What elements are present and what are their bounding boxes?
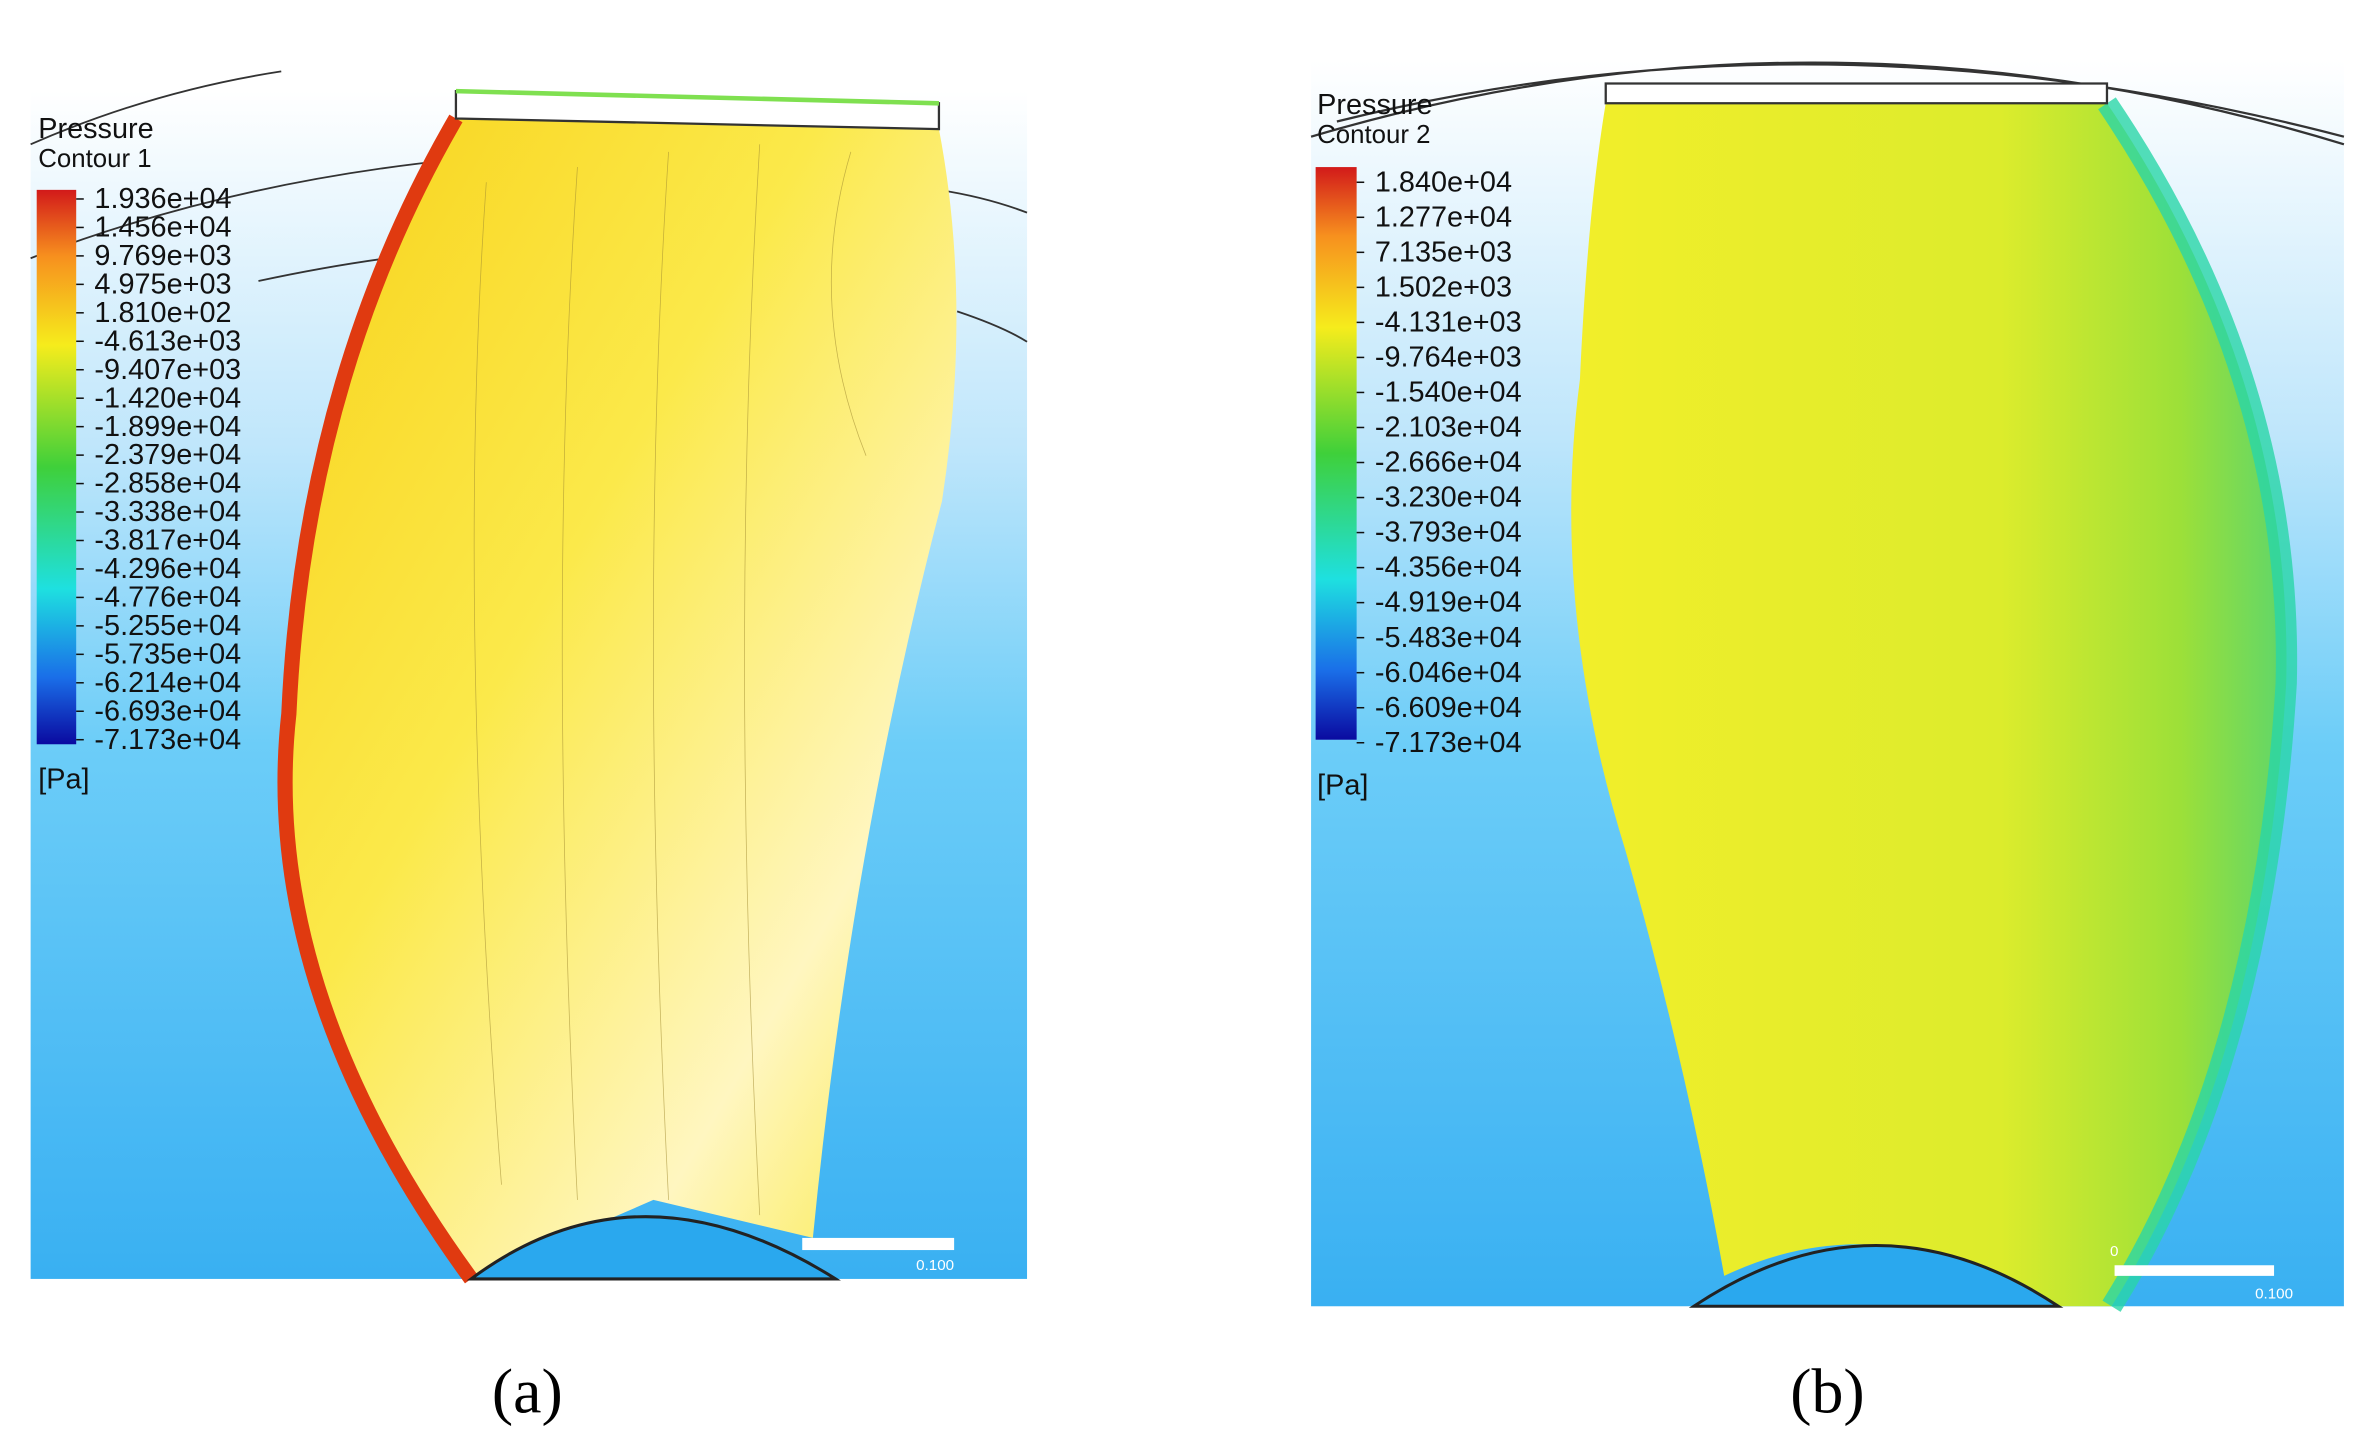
legend-label: 1.502e+03 [1375, 271, 1512, 303]
legend-labels: 1.840e+041.277e+047.135e+031.502e+03 -4.1… [1356, 166, 1522, 759]
legend-subtitle: Contour 1 [38, 145, 151, 173]
scale-bar [802, 1237, 955, 1251]
legend-label: -4.296e+04 [94, 553, 241, 585]
legend-label: -9.764e+03 [1375, 342, 1522, 374]
legend-label: -1.540e+04 [1375, 377, 1522, 409]
color-bar [1315, 167, 1357, 740]
shroud-edge [455, 88, 939, 106]
legend-label: -6.693e+04 [94, 695, 241, 727]
scale-bar [2114, 1265, 2275, 1276]
legend-title: Pressure [38, 113, 153, 145]
legend-label: 4.975e+03 [94, 268, 231, 300]
legend-label: 1.840e+04 [1375, 166, 1512, 198]
legend-title: Pressure [1317, 89, 1432, 121]
legend-label: -4.356e+04 [1375, 552, 1522, 584]
legend-label: -1.420e+04 [94, 382, 241, 414]
legend-label: -6.609e+04 [1375, 692, 1522, 724]
legend-subtitle: Contour 2 [1317, 121, 1430, 149]
scale-label: 0.100 [916, 1257, 954, 1274]
legend-label: -2.666e+04 [1375, 447, 1522, 479]
legend-label: -6.214e+04 [94, 667, 241, 699]
legend-label: -5.483e+04 [1375, 622, 1522, 654]
legend-label: -4.131e+03 [1375, 307, 1522, 339]
legend-label: -3.817e+04 [94, 525, 241, 557]
legend-label: -1.899e+04 [94, 411, 241, 443]
color-bar [36, 189, 77, 745]
legend-label: -4.776e+04 [94, 582, 241, 614]
legend-labels: 1.936e+041.456e+049.769e+034.975e+031.81… [76, 183, 241, 756]
panel-b: 0 0.100 Pressure Contour 2 [Pa] (b) 1.84… [1310, 60, 2345, 1427]
contour-lines [473, 144, 867, 1216]
hub [1688, 1244, 2064, 1308]
legend-label: -3.230e+04 [1375, 482, 1522, 514]
caption: (b) [1790, 1356, 1864, 1427]
scale-label: 0.100 [2255, 1286, 2293, 1303]
blade [285, 118, 957, 1279]
legend-label: -2.858e+04 [94, 468, 241, 500]
legend-label: 1.277e+04 [1375, 201, 1512, 233]
legend-label: 9.769e+03 [94, 240, 231, 272]
legend-label: -4.919e+04 [1375, 587, 1522, 619]
legend-label: -3.793e+04 [1375, 517, 1522, 549]
legend-label: -5.735e+04 [94, 638, 241, 670]
blade-edge [2098, 97, 2298, 1312]
legend-label: -2.103e+04 [1375, 412, 1522, 444]
legend-label: 1.810e+02 [94, 297, 231, 329]
panel-a: 0.100 Pressure Contour 1 [Pa] (a) 1.936e… [30, 70, 1028, 1427]
blade [1571, 103, 2287, 1307]
legend-label: -7.173e+04 [1375, 727, 1522, 759]
legend-label: -6.046e+04 [1375, 657, 1522, 689]
legend-label: -7.173e+04 [94, 724, 241, 756]
hub [466, 1215, 841, 1281]
casing-lines [1310, 61, 2345, 146]
legend-label: 7.135e+03 [1375, 236, 1512, 268]
legend-label: -2.379e+04 [94, 439, 241, 471]
legend-label: 1.456e+04 [94, 212, 231, 244]
passage-lines [30, 70, 1028, 343]
caption: (a) [492, 1356, 563, 1427]
shroud [1604, 82, 2109, 105]
legend-label: -4.613e+03 [94, 325, 241, 357]
legend-label: -9.407e+03 [94, 354, 241, 386]
legend-label: -3.338e+04 [94, 496, 241, 528]
legend-label: -5.255e+04 [94, 610, 241, 642]
blade-edge [277, 114, 478, 1284]
scale-zero: 0 [2110, 1243, 2118, 1260]
unit: [Pa] [1317, 769, 1368, 801]
unit: [Pa] [38, 763, 89, 795]
legend-label: 1.936e+04 [94, 183, 231, 215]
